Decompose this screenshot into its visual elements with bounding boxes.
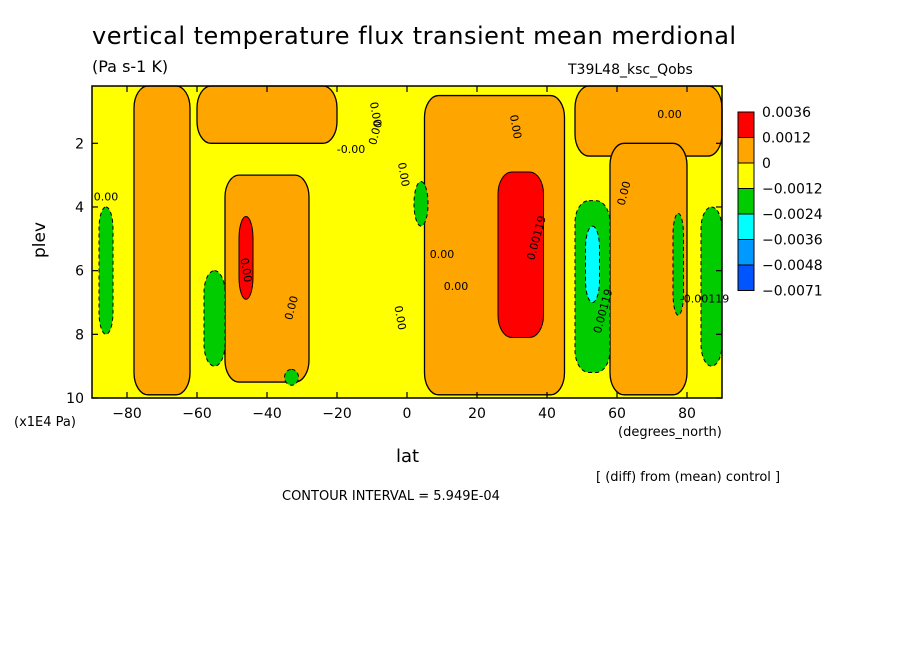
contour-label: 0.00 (366, 119, 385, 146)
legend-swatch (737, 188, 755, 215)
x-tick-label: 80 (678, 406, 696, 422)
x-tick-label: 60 (608, 406, 626, 422)
contour-region-pos (196, 85, 338, 144)
y-axis: 2 4 6 8 10 (66, 136, 722, 407)
legend-label: −0.0036 (762, 233, 823, 249)
legend-label: 0.0036 (762, 105, 811, 121)
contour-label: 0.00 (391, 305, 408, 331)
contour-region-high (497, 171, 544, 339)
diff-note: [ (diff) from (mean) control ] (596, 470, 781, 485)
y-axis-units: (x1E4 Pa) (14, 415, 76, 430)
legend-swatch (737, 239, 755, 266)
contour-region-neg2 (700, 206, 723, 367)
x-axis-label: lat (396, 446, 420, 467)
contour-label: -0.00 (337, 143, 365, 156)
legend-swatch (737, 162, 755, 189)
contour-interval-label: CONTOUR INTERVAL = 5.949E-04 (282, 489, 500, 504)
chart-units: (Pa s-1 K) (92, 57, 169, 76)
y-tick-label: 4 (75, 200, 84, 216)
color-legend: 0.0036 0.0012 0 −0.0012 −0.0024 −0.0036 −0.004… (737, 105, 823, 300)
contour-region-neg2 (98, 206, 114, 335)
contour-label: 0.00 (615, 180, 634, 207)
legend-label: −0.0071 (762, 284, 823, 300)
contour-label: 0.00 (237, 257, 254, 283)
legend-label: 0.0012 (762, 131, 811, 147)
legend-label: −0.0024 (762, 207, 823, 223)
contour-label: 0.00 (367, 101, 384, 127)
contour-label: 0.00 (657, 108, 682, 121)
x-tick-label: −60 (182, 406, 212, 422)
contour-region-pos (133, 85, 191, 396)
legend-swatch (737, 111, 755, 138)
contour-region-neg3 (585, 225, 600, 303)
contour-region-neg2 (413, 181, 429, 227)
x-axis-units: (degrees_north) (618, 425, 722, 440)
chart-title: vertical temperature flux transient mean… (92, 22, 737, 50)
legend-label: −0.0048 (762, 258, 823, 274)
x-tick-label: 40 (538, 406, 556, 422)
x-tick-label: −80 (112, 406, 142, 422)
legend-label: −0.0012 (762, 182, 823, 198)
contour-region-high (238, 216, 254, 300)
contour-region-neg2 (672, 212, 684, 316)
contour-label: 0.00 (395, 161, 412, 187)
y-tick-label: 8 (75, 327, 84, 343)
contour-region-pos (224, 174, 310, 383)
contour-label: 0.00 (444, 280, 469, 293)
legend-swatch (737, 213, 755, 240)
x-axis: −80 −60 −40 −20 0 20 40 60 80 (112, 86, 696, 422)
y-tick-label: 6 (75, 264, 84, 280)
x-tick-label: −20 (322, 406, 352, 422)
contour-region-neg2 (284, 368, 299, 386)
legend-swatch (737, 137, 755, 164)
contour-region-neg2 (203, 270, 226, 367)
contour-label: -0.00119 (680, 292, 729, 305)
contour-label: 0.00 (507, 114, 524, 140)
x-tick-label: 20 (468, 406, 486, 422)
run-id-label: T39L48_ksc_Qobs (568, 62, 693, 78)
y-tick-label: 10 (66, 391, 84, 407)
contour-label: 0.00 (282, 294, 301, 321)
y-tick-label: 2 (75, 136, 84, 152)
contour-label: 0.00 (430, 248, 455, 261)
legend-swatch (737, 264, 755, 291)
x-tick-label: −40 (252, 406, 282, 422)
x-tick-label: 0 (403, 406, 412, 422)
contour-label: 0.00 (94, 191, 119, 204)
legend-label: 0 (762, 156, 771, 172)
